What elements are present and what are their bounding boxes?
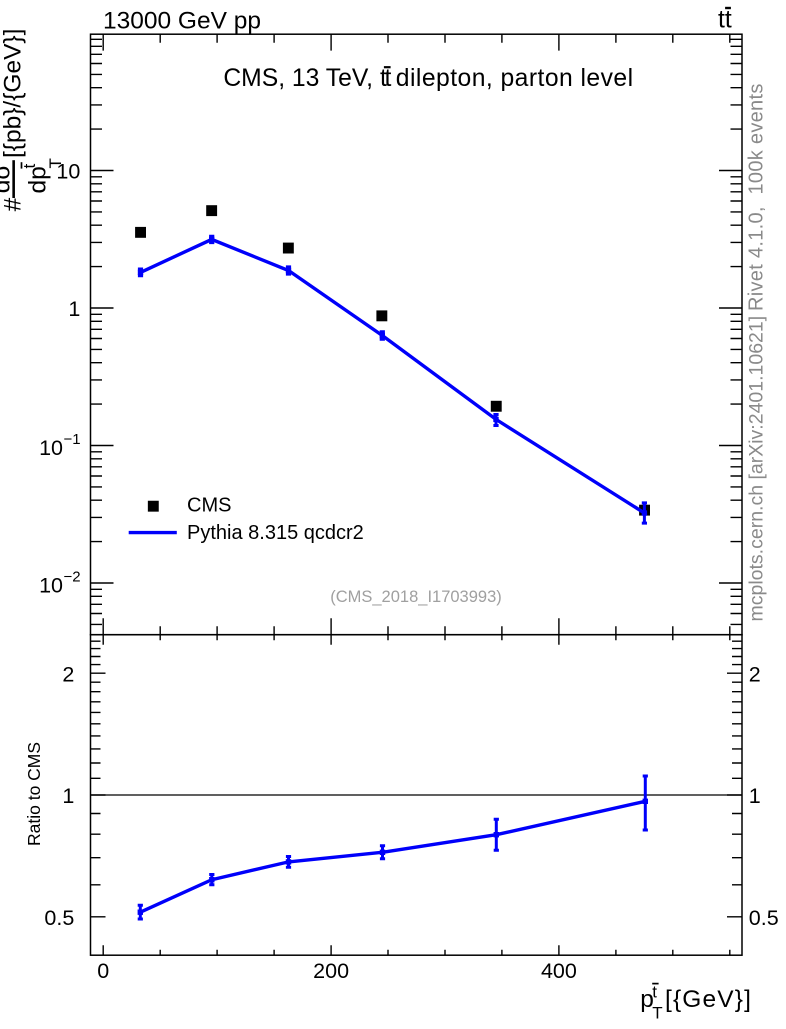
svg-text:t: t <box>20 164 39 169</box>
svg-text:[{pb}/{GeV}]: [{pb}/{GeV}] <box>0 29 26 158</box>
svg-text:CMS: CMS <box>187 495 231 517</box>
svg-text:10: 10 <box>39 574 63 598</box>
svg-text:13000 GeV pp: 13000 GeV pp <box>103 8 261 35</box>
svg-text:Ratio to CMS: Ratio to CMS <box>24 742 44 846</box>
svg-text:dp: dp <box>25 166 52 193</box>
svg-text:#: # <box>0 197 26 211</box>
svg-text:200: 200 <box>313 959 349 983</box>
svg-text:dilepton, parton level: dilepton, parton level <box>396 65 634 92</box>
svg-text:T: T <box>652 1004 662 1023</box>
svg-text:1: 1 <box>68 297 80 321</box>
svg-text:p: p <box>640 986 654 1013</box>
svg-text:t: t <box>652 983 657 1002</box>
svg-text:(CMS_2018_I1703993): (CMS_2018_I1703993) <box>330 588 502 606</box>
svg-text:0.5: 0.5 <box>44 906 74 930</box>
svg-text:[{GeV}]: [{GeV}] <box>665 986 752 1013</box>
svg-text:Rivet 4.1.0, 100k events: Rivet 4.1.0, 100k events <box>746 83 768 311</box>
svg-text:Pythia 8.315 qcdcr2: Pythia 8.315 qcdcr2 <box>187 522 364 544</box>
svg-text:mcplots.cern.ch [arXiv:2401.10: mcplots.cern.ch [arXiv:2401.10621] <box>746 316 768 622</box>
svg-text:2: 2 <box>62 662 74 686</box>
svg-text:T: T <box>46 158 65 168</box>
svg-text:1: 1 <box>62 784 74 808</box>
svg-text:tt: tt <box>718 6 732 33</box>
svg-text:400: 400 <box>541 959 577 983</box>
svg-text:10: 10 <box>56 160 80 184</box>
svg-text:0.5: 0.5 <box>749 906 779 930</box>
svg-text:−2: −2 <box>64 569 81 586</box>
svg-text:10: 10 <box>39 436 63 460</box>
svg-text:dσ: dσ <box>0 165 16 194</box>
svg-text:0: 0 <box>97 959 109 983</box>
svg-text:2: 2 <box>749 662 761 686</box>
svg-text:−1: −1 <box>64 431 81 448</box>
svg-text:CMS, 13 TeV,: CMS, 13 TeV, <box>223 65 379 92</box>
svg-text:1: 1 <box>749 784 761 808</box>
